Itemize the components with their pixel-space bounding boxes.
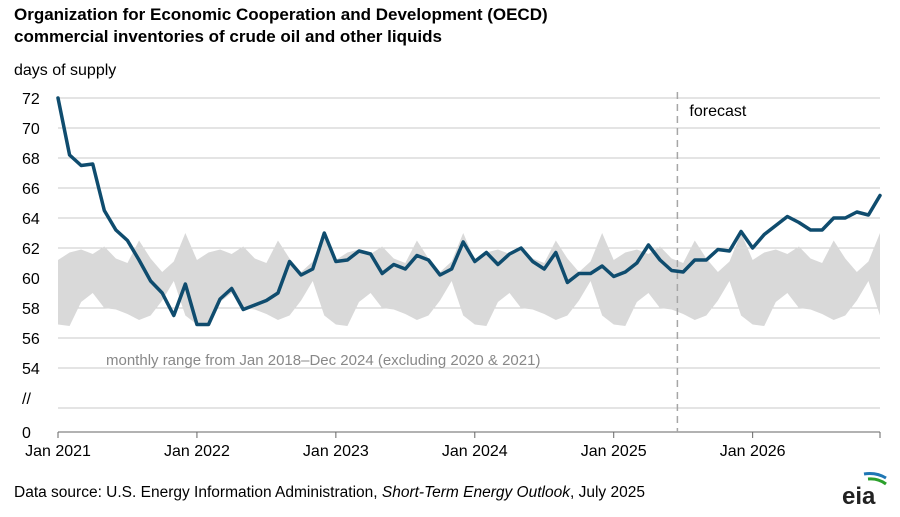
- chart-title: Organization for Economic Cooperation an…: [14, 4, 548, 48]
- x-tick-label: Jan 2021: [25, 443, 91, 460]
- forecast-label: forecast: [689, 103, 746, 120]
- y-tick-label: 72: [22, 91, 40, 108]
- historical-range-band: [58, 233, 880, 326]
- y-tick-label: 66: [22, 181, 40, 198]
- x-tick-label: Jan 2023: [303, 443, 369, 460]
- y-tick-label: 70: [22, 121, 40, 138]
- y-tick-label: 0: [22, 425, 31, 442]
- y-tick-label: //: [22, 391, 31, 408]
- y-tick-label: 62: [22, 241, 40, 258]
- source-suffix: , July 2025: [569, 484, 645, 501]
- eia-logo: eia: [836, 470, 892, 510]
- y-tick-label: 58: [22, 301, 40, 318]
- x-tick-label: Jan 2025: [581, 443, 647, 460]
- eia-logo-text: eia: [842, 483, 876, 510]
- eia-logo-swoosh-top: [863, 472, 887, 480]
- eia-logo-swoosh-mid: [867, 477, 887, 486]
- y-tick-label: 60: [22, 271, 40, 288]
- chart-title-line2: commercial inventories of crude oil and …: [14, 27, 442, 46]
- source-publication: Short-Term Energy Outlook: [381, 484, 570, 501]
- y-tick-label: 56: [22, 331, 40, 348]
- y-tick-label: 54: [22, 361, 40, 378]
- source-prefix: Data source: U.S. Energy Information Adm…: [14, 484, 382, 501]
- y-axis-unit-label: days of supply: [14, 62, 117, 79]
- data-source-note: Data source: U.S. Energy Information Adm…: [14, 484, 645, 502]
- y-tick-label: 68: [22, 151, 40, 168]
- series-line-0: [56, 96, 882, 327]
- x-tick-label: Jan 2026: [720, 443, 786, 460]
- range-band-area: [58, 233, 880, 326]
- axes: [57, 431, 881, 438]
- y-tick-label: 64: [22, 211, 40, 228]
- chart-title-line1: Organization for Economic Cooperation an…: [14, 5, 548, 24]
- range-annotation: monthly range from Jan 2018–Dec 2024 (ex…: [106, 352, 540, 369]
- series-lines: [56, 96, 882, 327]
- x-tick-label: Jan 2024: [442, 443, 508, 460]
- x-tick-label: Jan 2022: [164, 443, 230, 460]
